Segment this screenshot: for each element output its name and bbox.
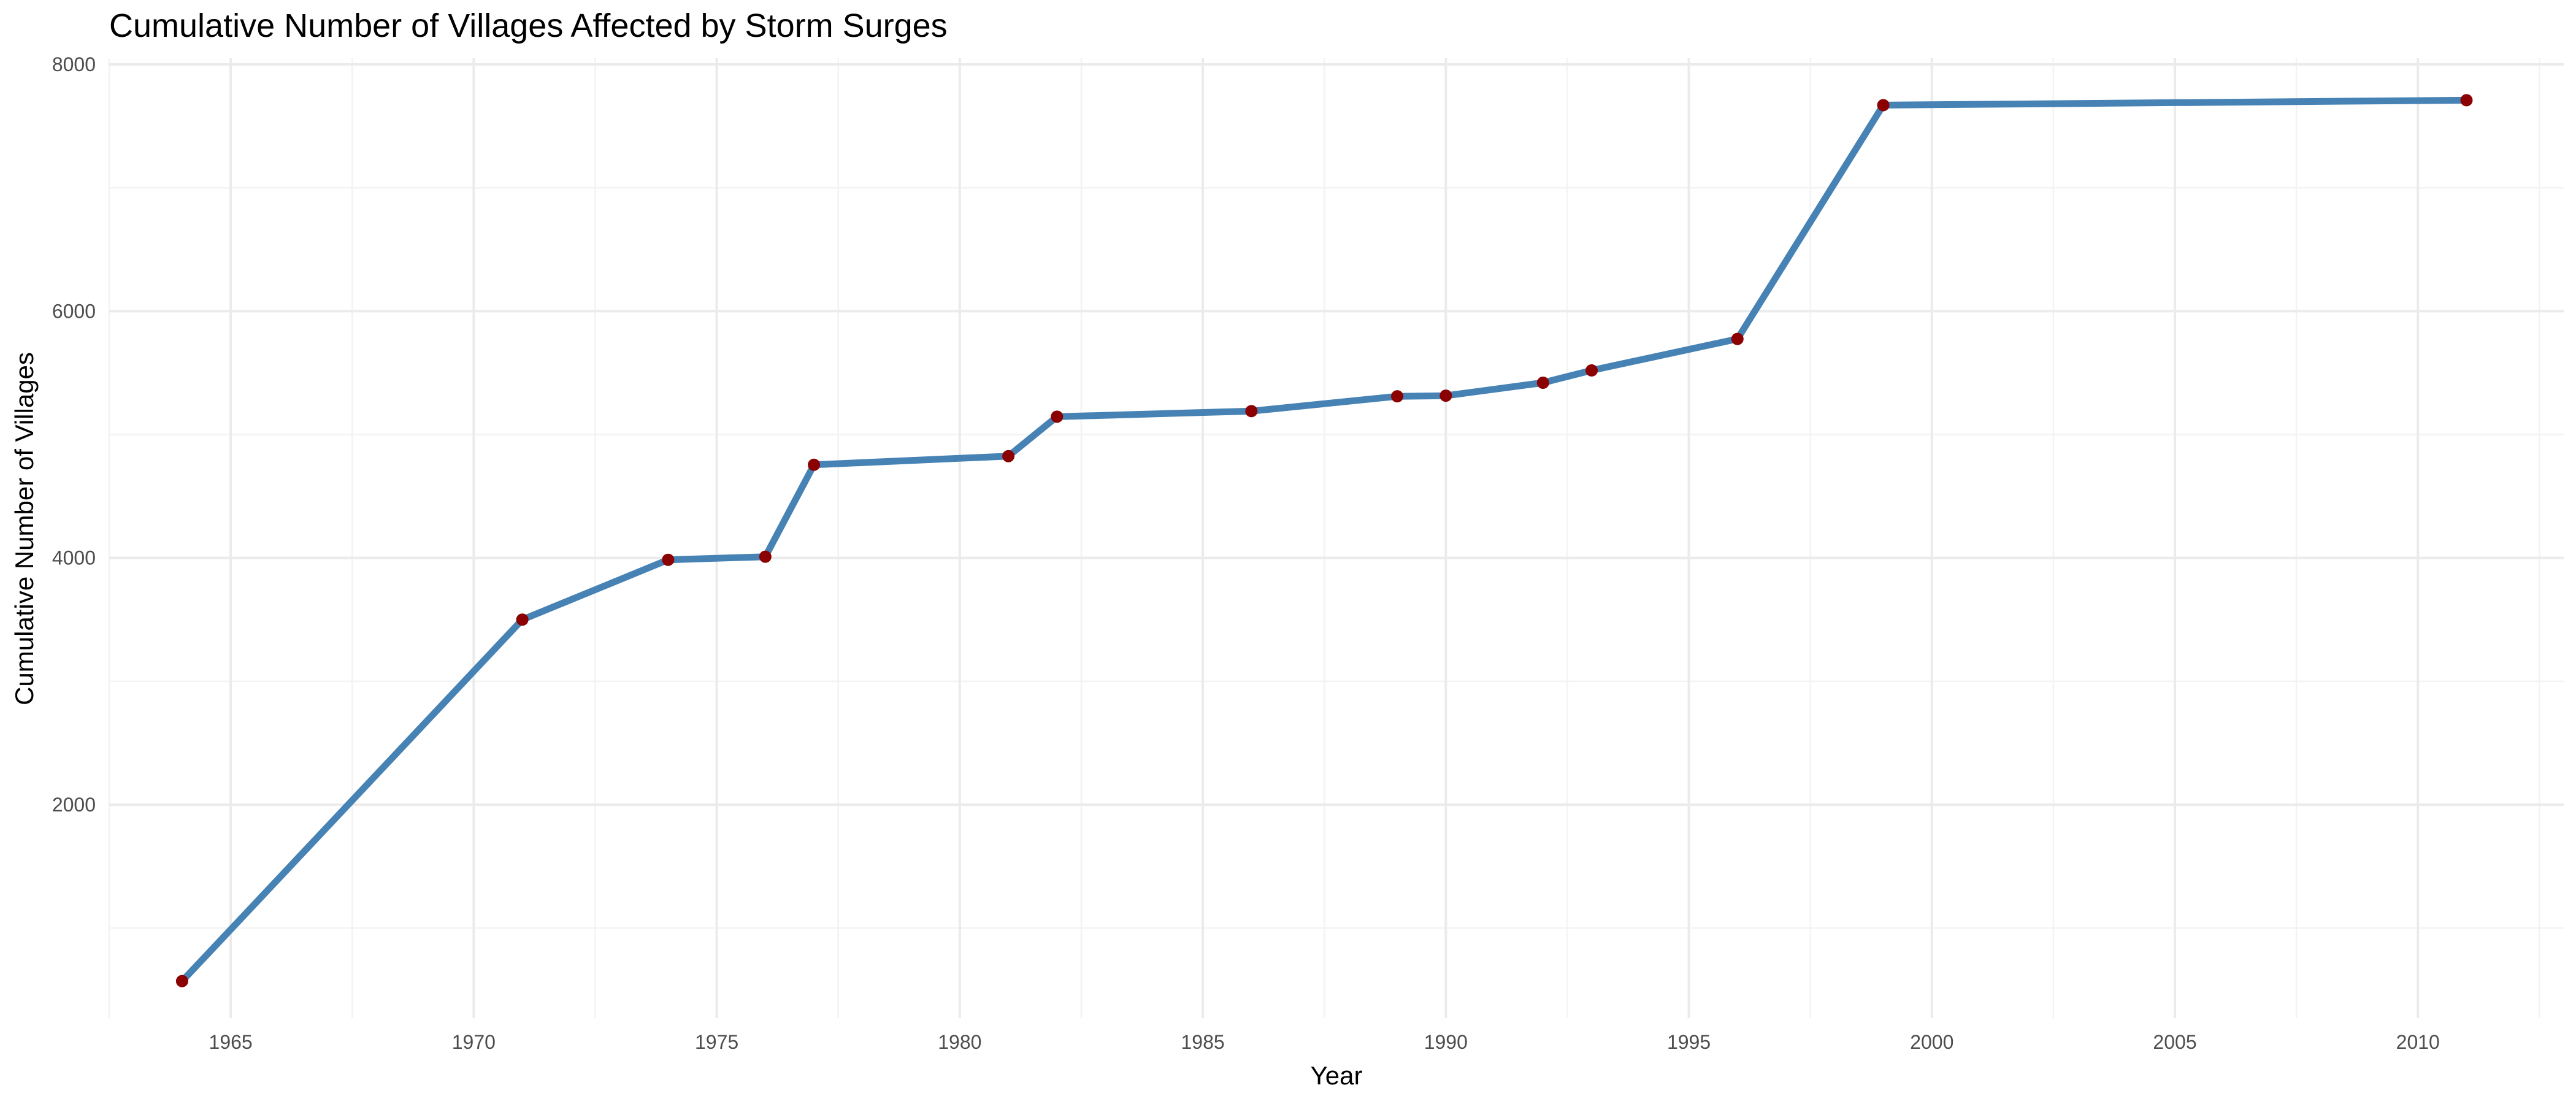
- x-axis-title: Year: [1311, 1061, 1363, 1090]
- data-point: [175, 975, 188, 987]
- x-tick-label: 1965: [209, 1031, 253, 1053]
- x-tick-label: 1975: [695, 1031, 738, 1053]
- y-tick-label: 4000: [52, 547, 96, 569]
- y-tick-label: 8000: [52, 53, 96, 75]
- data-point: [1002, 450, 1015, 462]
- data-point: [1585, 364, 1598, 377]
- x-tick-label: 1970: [452, 1031, 496, 1053]
- x-tick-label: 2000: [1910, 1031, 1953, 1053]
- y-tick-label: 2000: [52, 794, 96, 816]
- data-point: [516, 613, 529, 626]
- data-point: [1536, 377, 1549, 389]
- data-point: [1245, 405, 1258, 418]
- data-point: [1731, 332, 1744, 345]
- major-gridlines: [109, 58, 2564, 1018]
- y-axis-tick-labels: 2000 4000 6000 8000: [52, 53, 96, 816]
- x-tick-label: 2010: [2396, 1031, 2440, 1053]
- x-tick-label: 1985: [1181, 1031, 1224, 1053]
- chart-title: Cumulative Number of Villages Affected b…: [109, 7, 948, 44]
- minor-gridlines: [108, 58, 2564, 1018]
- x-tick-label: 1980: [938, 1031, 981, 1053]
- data-point: [1391, 390, 1404, 403]
- data-point: [2460, 94, 2473, 107]
- y-tick-label: 6000: [52, 300, 96, 322]
- data-point: [1877, 99, 1890, 112]
- x-tick-label: 2005: [2153, 1031, 2196, 1053]
- data-points: [175, 94, 2473, 987]
- x-tick-label: 1990: [1424, 1031, 1468, 1053]
- data-point: [1051, 410, 1064, 423]
- data-point: [1439, 389, 1452, 402]
- data-point: [759, 550, 772, 563]
- data-point: [662, 553, 675, 566]
- data-point: [808, 458, 821, 471]
- x-tick-label: 1995: [1667, 1031, 1711, 1053]
- x-axis-tick-labels: 1965 1970 1975 1980 1985 1990 1995 2000 2005 2010: [209, 1031, 2440, 1053]
- y-axis-title: Cumulative Number of Villages: [10, 352, 39, 705]
